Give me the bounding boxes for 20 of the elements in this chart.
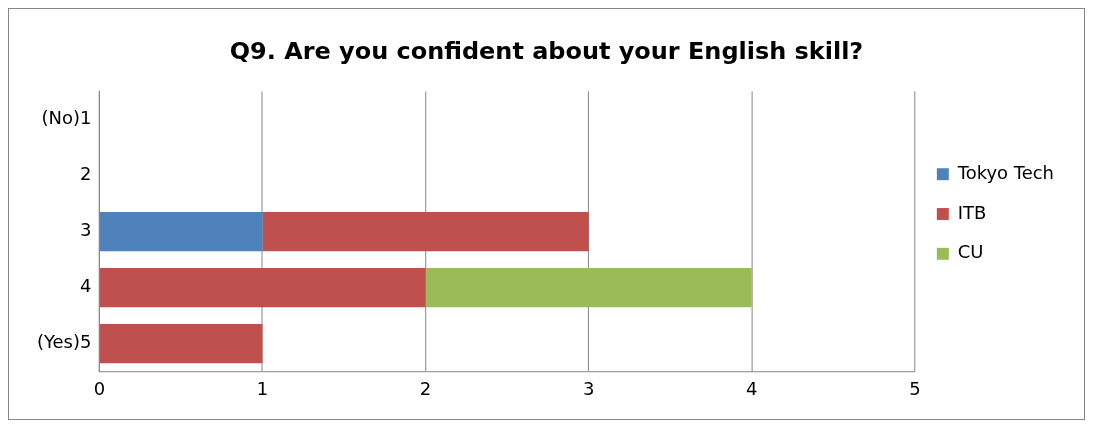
bar bbox=[99, 323, 263, 364]
y-tick-label: (No)1 bbox=[41, 107, 92, 129]
x-tick-label: 4 bbox=[746, 378, 758, 399]
y-tick-label: 2 bbox=[79, 163, 92, 185]
y-tick-label: 4 bbox=[79, 275, 92, 297]
x-tick-label: 3 bbox=[582, 378, 595, 399]
bar bbox=[425, 267, 752, 308]
x-tick-label: 0 bbox=[93, 378, 106, 399]
y-tick-label: (Yes)5 bbox=[36, 331, 92, 353]
legend-label: CU bbox=[957, 241, 984, 263]
x-tick-label: 5 bbox=[909, 378, 921, 399]
bar bbox=[99, 267, 426, 308]
x-tick-label: 2 bbox=[419, 378, 432, 399]
bar bbox=[262, 211, 589, 252]
bar bbox=[99, 211, 263, 252]
x-tick-label: 1 bbox=[256, 378, 269, 399]
legend-label: Tokyo Tech bbox=[956, 161, 1054, 183]
y-tick-label: 3 bbox=[79, 219, 92, 241]
legend-label: ITB bbox=[957, 201, 987, 223]
chart-title: Q9. Are you confident about your English skill? bbox=[229, 37, 864, 66]
